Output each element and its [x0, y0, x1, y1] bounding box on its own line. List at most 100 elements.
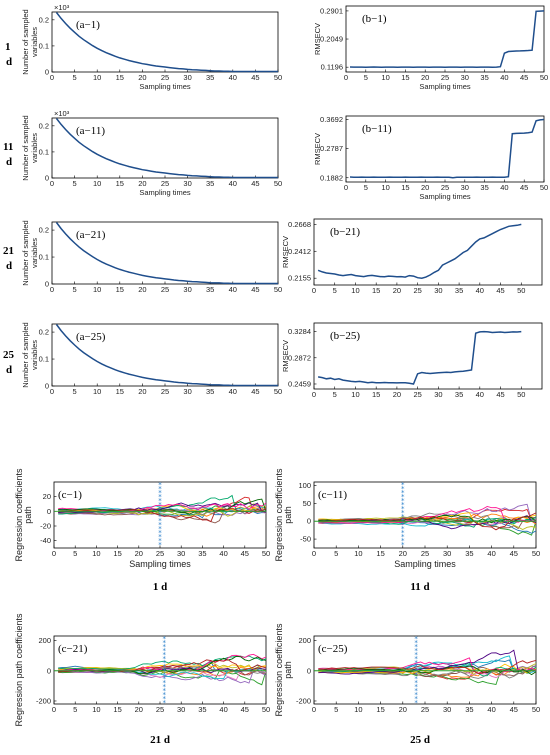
y-tick-label: 0 [47, 666, 51, 675]
y-axis-title: Regression coefficientspath [274, 468, 293, 561]
x-tick-label: 20 [138, 285, 146, 294]
y-tick-label: 0.1882 [320, 173, 343, 182]
x-tick-label: 0 [50, 73, 54, 82]
x-tick-label: 25 [161, 387, 169, 396]
x-tick-label: 35 [206, 285, 214, 294]
x-tick-label: 10 [354, 549, 362, 558]
series-line [317, 330, 522, 385]
optimal-marker-star: * [401, 509, 405, 517]
y-tick-label: 0.1 [39, 147, 49, 156]
optimal-marker-star: * [414, 663, 418, 671]
optimal-marker-star: * [414, 647, 418, 655]
x-tick-label: 40 [229, 387, 237, 396]
plot-frame-b25 [313, 322, 543, 390]
y-tick-label: -200 [296, 696, 311, 705]
x-tick-label: 45 [251, 387, 259, 396]
optimal-marker-star: * [158, 497, 162, 505]
row-label-11-top: 11 [3, 141, 13, 153]
optimal-marker-star: * [158, 541, 162, 549]
optimal-marker-star: * [158, 501, 162, 509]
x-tick-label: 0 [344, 183, 348, 192]
panel-label: (c−25) [318, 643, 348, 655]
x-tick-label: 40 [476, 286, 484, 295]
optimal-marker-star: * [401, 497, 405, 505]
x-tick-label: 45 [251, 73, 259, 82]
panel-b25: 0 5 10 15 20 25 30 35 40 45 50 0.2459 0.2872 0.3284 RM… [281, 322, 543, 399]
optimal-marker-star: * [414, 643, 418, 651]
optimal-marker-star: * [158, 517, 162, 525]
x-tick-label: 35 [206, 387, 214, 396]
x-tick-label: 5 [73, 73, 77, 82]
series-line [349, 118, 545, 179]
y-exponent-label: ×10³ [54, 3, 70, 12]
x-tick-label: 50 [262, 705, 270, 714]
coefficient-path [318, 512, 536, 531]
x-axis-title: Sampling times [419, 192, 471, 201]
x-tick-label: 45 [496, 286, 504, 295]
x-tick-label: 45 [510, 549, 518, 558]
x-tick-label: 0 [344, 73, 348, 82]
row-label-25-bottom: d [6, 364, 12, 376]
coefficient-paths [54, 653, 266, 686]
y-tick-label: 0.1196 [321, 63, 343, 72]
panel-label: (c−11) [318, 489, 347, 501]
y-tick-label: 50 [303, 499, 311, 508]
y-tick-label: 0.2459 [288, 379, 311, 388]
x-tick-label: 30 [183, 387, 191, 396]
x-tick-label: 30 [177, 705, 185, 714]
x-tick-label: 25 [161, 73, 169, 82]
x-tick-label: 5 [333, 286, 337, 295]
x-tick-label: 15 [376, 705, 384, 714]
optimal-marker-star: * [401, 493, 405, 501]
x-tick-label: 35 [480, 73, 488, 82]
optimal-marker-star: * [414, 659, 418, 667]
coefficient-path [318, 518, 536, 527]
x-axis-title: Sampling times [394, 559, 456, 569]
optimal-marker-star: * [414, 655, 418, 663]
optimal-marker-star: * [401, 521, 405, 529]
x-tick-label: 15 [113, 705, 121, 714]
optimal-marker-star: * [162, 675, 166, 683]
x-tick-label: 25 [161, 285, 169, 294]
y-tick-label: 0.2 [39, 121, 49, 130]
y-tick-label: 0.1 [39, 253, 49, 262]
caption-c25: 25 d [410, 734, 430, 746]
optimal-marker-star: * [162, 659, 166, 667]
optimal-marker-star: * [162, 687, 166, 695]
panel-label: (b−25) [330, 330, 360, 342]
x-tick-label: 5 [73, 549, 77, 558]
optimal-marker-star: * [414, 675, 418, 683]
x-tick-label: 20 [138, 179, 146, 188]
coefficient-path [58, 498, 266, 515]
panel-a1: 0 5 10 15 20 25 30 35 40 45 50 0 0.1 0.2 ×10³ Sampling … [21, 3, 282, 91]
y-tick-label: -20 [40, 522, 51, 531]
optimal-marker-star: * [401, 517, 405, 525]
optimal-marker-star: * [414, 695, 418, 703]
x-tick-label: 20 [135, 705, 143, 714]
x-tick-label: 45 [241, 549, 249, 558]
row-label-25-top: 25 [3, 349, 15, 361]
y-tick-label: 0 [45, 382, 49, 391]
y-tick-label: 0.2668 [288, 220, 311, 229]
x-tick-label: 10 [351, 390, 359, 399]
optimal-marker-star: * [158, 509, 162, 517]
x-tick-label: 40 [487, 705, 495, 714]
optimal-marker-star: * [158, 533, 162, 541]
series-line [349, 10, 545, 68]
y-tick-label: -50 [300, 535, 311, 544]
y-tick-label: 0 [45, 280, 49, 289]
optimal-marker-star: * [414, 699, 418, 707]
x-tick-label: 45 [241, 705, 249, 714]
y-exponent-label: ×10³ [54, 109, 70, 118]
x-tick-label: 35 [455, 390, 463, 399]
x-tick-label: 10 [381, 73, 389, 82]
x-tick-label: 50 [274, 179, 282, 188]
x-tick-label: 10 [93, 285, 101, 294]
panel-label: (a−11) [76, 125, 105, 137]
y-axis-title: Number of sampledvariables [21, 322, 39, 387]
row-label-21-top: 21 [3, 245, 14, 257]
x-tick-label: 40 [500, 73, 508, 82]
panels: 0 5 10 15 20 25 30 35 40 45 5000.10.2×10³Sampling … [14, 3, 548, 726]
